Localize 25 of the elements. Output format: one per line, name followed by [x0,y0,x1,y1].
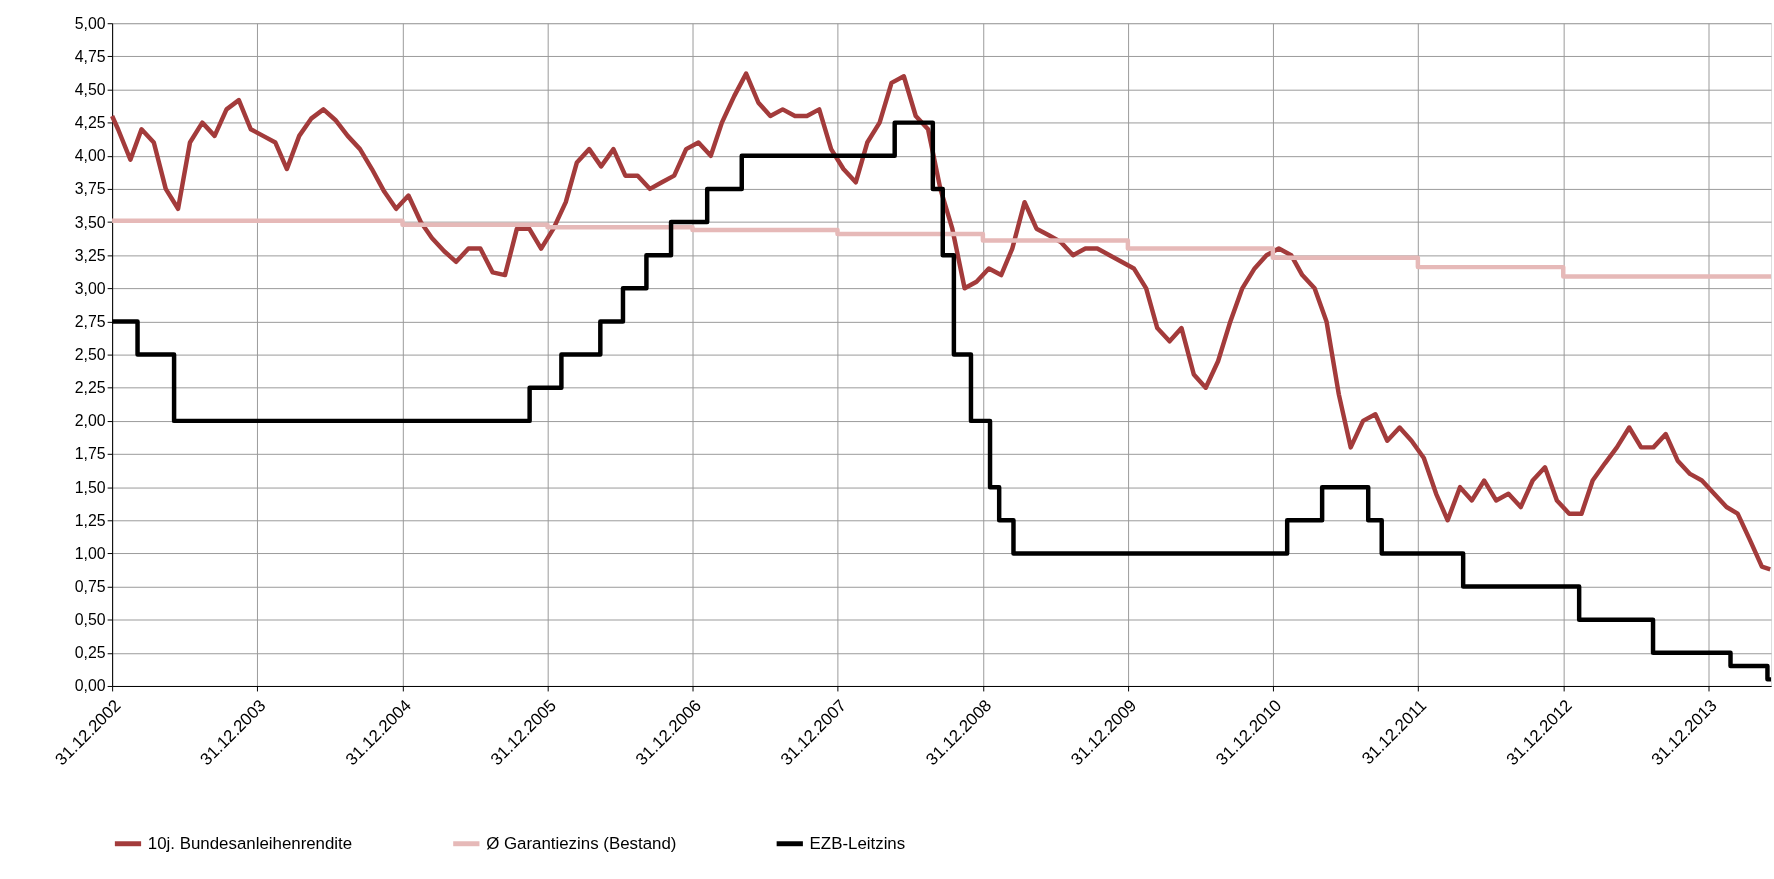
y-tick-label: 4,50 [74,80,106,98]
y-tick-label: 1,50 [74,478,106,496]
y-tick-label: 2,75 [74,312,106,330]
y-tick-label: 2,50 [74,346,106,364]
y-tick-label: 0,75 [74,578,106,596]
y-tick-label: 4,75 [74,47,106,65]
y-tick-label: 3,50 [74,213,106,231]
y-tick-label: 4,25 [74,114,106,132]
y-tick-label: 3,00 [74,279,106,297]
y-tick-label: 2,25 [74,379,106,397]
y-tick-label: 1,75 [74,445,106,463]
line-series [109,71,1773,572]
y-tick-label: 3,25 [74,246,106,264]
y-tick-label: 0,25 [74,644,106,662]
legend-label: Ø Garantiezins (Bestand) [486,833,677,853]
y-tick-label: 0,50 [74,611,106,629]
y-tick-label: 2,00 [74,412,106,430]
y-tick-label: 0,00 [74,677,106,695]
legend-label: 10j. Bundesanleihenrendite [147,833,353,853]
y-tick-label: 3,75 [74,180,106,198]
legend-label: EZB-Leitzins [809,833,906,853]
y-tick-label: 4,00 [74,147,106,165]
y-tick-label: 1,25 [74,511,106,529]
y-tick-label: 5,00 [74,14,106,32]
y-tick-label: 1,00 [74,544,106,562]
